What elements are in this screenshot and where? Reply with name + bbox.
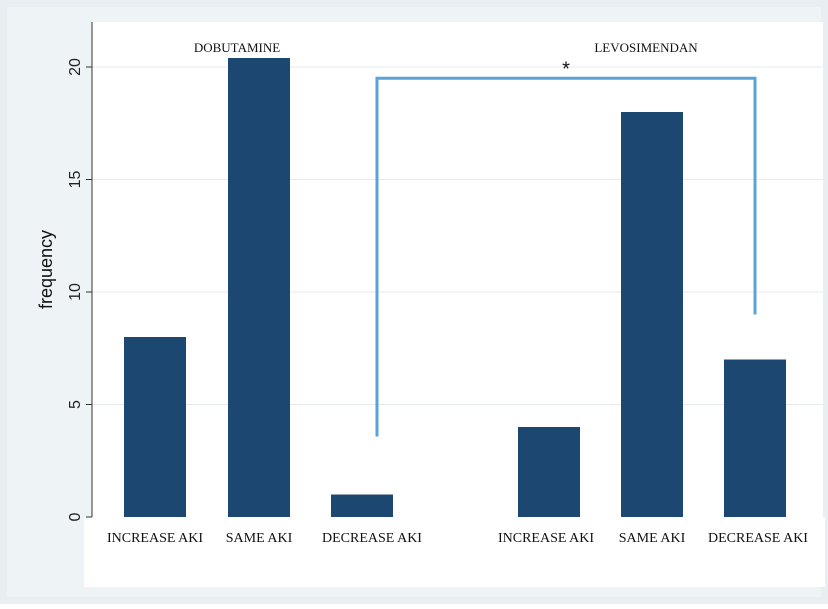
group-label: DOBUTAMINE: [194, 40, 280, 55]
category-label: DECREASE AKI: [322, 531, 422, 546]
category-label-strip: [84, 517, 825, 587]
y-tick-label: 5: [67, 400, 84, 409]
category-label: SAME AKI: [619, 531, 686, 546]
plot-area: [92, 22, 823, 517]
category-label: INCREASE AKI: [498, 531, 594, 546]
category-label: DECREASE AKI: [708, 531, 808, 546]
y-tick-label: 20: [67, 58, 84, 76]
bar: [331, 494, 393, 517]
bar: [621, 112, 683, 517]
group-label: LEVOSIMENDAN: [594, 40, 698, 55]
significance-marker: *: [562, 58, 570, 80]
y-tick-label: 10: [67, 283, 84, 301]
category-label: SAME AKI: [226, 531, 293, 546]
y-axis-title: frequency: [36, 230, 56, 309]
category-label: INCREASE AKI: [107, 531, 203, 546]
y-tick-label: 15: [67, 171, 84, 189]
bar: [518, 427, 580, 517]
significance-bracket: [375, 76, 757, 437]
y-tick-label: 0: [67, 512, 84, 521]
bar: [228, 58, 290, 517]
bar: [724, 359, 786, 517]
bar: [124, 337, 186, 517]
